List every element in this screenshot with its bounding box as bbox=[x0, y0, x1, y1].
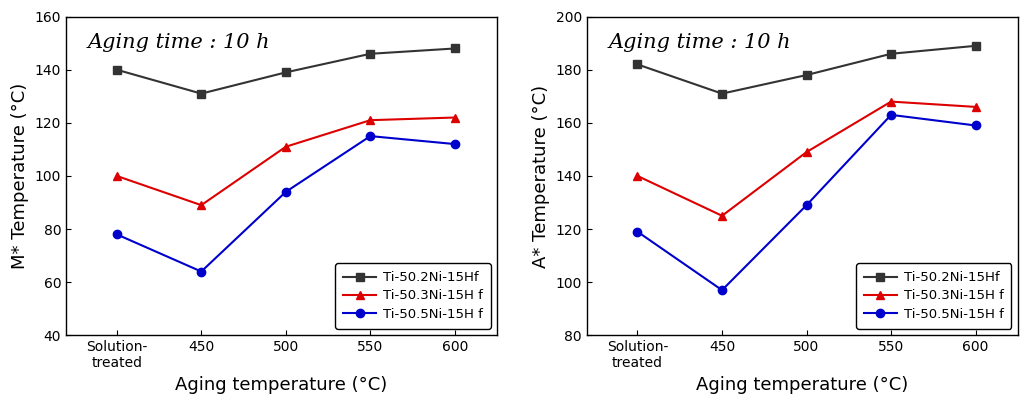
Ti-50.3Ni-15H f bbox=[716, 213, 729, 218]
Ti-50.5Ni-15H f bbox=[801, 203, 813, 208]
Text: Aging time : 10 h: Aging time : 10 h bbox=[87, 32, 271, 51]
Ti-50.5Ni-15H f bbox=[364, 134, 377, 139]
Ti-50.5Ni-15H f bbox=[885, 113, 897, 117]
Ti-50.3Ni-15H f bbox=[280, 144, 292, 149]
Ti-50.2Ni-15Hf bbox=[801, 72, 813, 77]
Ti-50.2Ni-15Hf bbox=[280, 70, 292, 75]
Line: Ti-50.5Ni-15H f: Ti-50.5Ni-15H f bbox=[633, 111, 980, 294]
Ti-50.2Ni-15Hf bbox=[110, 67, 122, 72]
Ti-50.5Ni-15H f bbox=[280, 190, 292, 194]
Ti-50.2Ni-15Hf bbox=[196, 91, 208, 96]
Ti-50.3Ni-15H f bbox=[885, 99, 897, 104]
Ti-50.5Ni-15H f bbox=[632, 229, 644, 234]
Ti-50.2Ni-15Hf bbox=[716, 91, 729, 96]
Ti-50.2Ni-15Hf bbox=[632, 62, 644, 67]
Ti-50.2Ni-15Hf bbox=[449, 46, 461, 51]
Ti-50.3Ni-15H f bbox=[449, 115, 461, 120]
Ti-50.3Ni-15H f bbox=[969, 104, 982, 109]
Line: Ti-50.5Ni-15H f: Ti-50.5Ni-15H f bbox=[112, 132, 459, 276]
Line: Ti-50.2Ni-15Hf: Ti-50.2Ni-15Hf bbox=[112, 44, 459, 98]
Ti-50.2Ni-15Hf bbox=[885, 51, 897, 56]
X-axis label: Aging temperature (°C): Aging temperature (°C) bbox=[176, 376, 388, 394]
Line: Ti-50.2Ni-15Hf: Ti-50.2Ni-15Hf bbox=[633, 42, 980, 98]
Text: Aging time : 10 h: Aging time : 10 h bbox=[608, 32, 791, 51]
Ti-50.3Ni-15H f bbox=[196, 203, 208, 208]
Y-axis label: M* Temperature (°C): M* Temperature (°C) bbox=[11, 83, 29, 269]
Ti-50.3Ni-15H f bbox=[801, 149, 813, 154]
Y-axis label: A* Temperature (°C): A* Temperature (°C) bbox=[532, 84, 549, 268]
Line: Ti-50.3Ni-15H f: Ti-50.3Ni-15H f bbox=[112, 113, 459, 209]
Legend: Ti-50.2Ni-15Hf, Ti-50.3Ni-15H f, Ti-50.5Ni-15H f: Ti-50.2Ni-15Hf, Ti-50.3Ni-15H f, Ti-50.5… bbox=[856, 263, 1012, 329]
Ti-50.2Ni-15Hf bbox=[969, 43, 982, 48]
Line: Ti-50.3Ni-15H f: Ti-50.3Ni-15H f bbox=[633, 98, 980, 220]
Ti-50.3Ni-15H f bbox=[110, 173, 122, 178]
X-axis label: Aging temperature (°C): Aging temperature (°C) bbox=[697, 376, 909, 394]
Ti-50.3Ni-15H f bbox=[364, 118, 377, 123]
Ti-50.2Ni-15Hf bbox=[364, 51, 377, 56]
Ti-50.5Ni-15H f bbox=[969, 123, 982, 128]
Ti-50.3Ni-15H f bbox=[632, 173, 644, 178]
Ti-50.5Ni-15H f bbox=[716, 288, 729, 292]
Ti-50.5Ni-15H f bbox=[449, 142, 461, 147]
Legend: Ti-50.2Ni-15Hf, Ti-50.3Ni-15H f, Ti-50.5Ni-15H f: Ti-50.2Ni-15Hf, Ti-50.3Ni-15H f, Ti-50.5… bbox=[335, 263, 491, 329]
Ti-50.5Ni-15H f bbox=[110, 232, 122, 237]
Ti-50.5Ni-15H f bbox=[196, 269, 208, 274]
